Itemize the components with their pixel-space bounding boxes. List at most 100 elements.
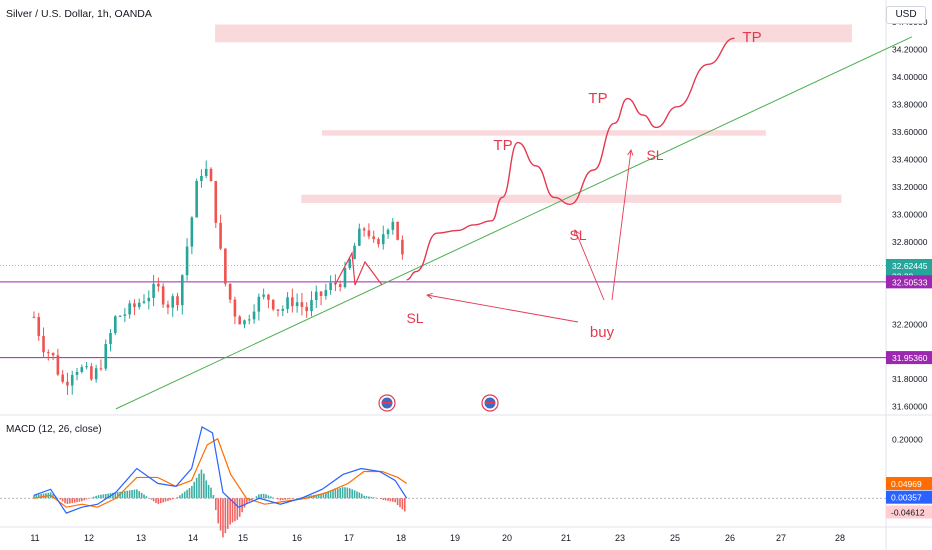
candle-body [300,302,304,307]
candle [142,294,146,305]
candle-body [401,239,404,255]
candle-body [51,353,55,356]
macd-bar [339,487,341,499]
candle [219,214,222,251]
candle [228,283,232,304]
macd-bar [248,498,251,502]
macd-bar [305,495,308,499]
candle-body [214,181,218,223]
macd-bar [107,493,109,499]
macd-bar [176,497,179,499]
candle [70,370,74,395]
macd-bar [401,498,404,510]
macd-bar [131,490,133,499]
macd-bar [33,495,35,499]
candle [56,348,60,377]
currency-button[interactable]: USD [886,6,926,24]
candle-body [358,228,361,246]
macd-bar [73,498,76,503]
candle-body [319,291,323,296]
macd-bar [368,496,370,499]
macd-bar [200,469,203,499]
macd-bar [238,498,241,517]
candle-body [233,299,237,317]
macd-bar [159,498,162,504]
macd-bar [102,494,105,499]
candle-body [353,245,356,260]
candle [114,315,117,336]
macd-bar [229,498,231,525]
candle-body [123,314,127,316]
macd-bar [188,487,191,499]
macd-bar [258,494,260,499]
candle-body [396,221,399,240]
candle-body [94,368,98,380]
macd-bar [267,495,270,499]
macd-bar [119,491,121,499]
us-flag-event-icon[interactable] [378,394,396,412]
candle [204,160,208,179]
candle [190,216,194,255]
macd-bar [169,498,172,501]
candle [281,305,285,316]
macd-bar [198,473,200,499]
candle [118,315,122,317]
candle-body [114,316,117,333]
candle-body [176,296,179,306]
candle [257,293,261,321]
macd-bar [78,498,81,502]
macd-bar [358,492,361,499]
macd-bar [286,498,289,500]
target-zone-1 [322,130,766,136]
candle-body [338,284,342,288]
price-tick-label: 33.40000 [892,155,928,165]
candle-body [85,366,88,368]
price-tick-label: 33.00000 [892,209,928,219]
macd-bar [100,494,102,499]
candle [109,329,112,352]
macd-bar [365,496,368,499]
macd-bar [124,491,126,499]
price-tick-label: 33.20000 [892,182,928,192]
macd-bar [375,497,377,499]
candle [224,248,227,287]
time-tick-label: 21 [561,533,571,543]
macd-bar [370,496,373,499]
candle [286,292,289,314]
macd-bar [179,495,181,499]
candle-body [286,297,289,309]
time-tick-label: 12 [84,533,94,543]
candle-body [90,366,93,380]
time-tick-label: 11 [30,533,39,543]
time-tick-label: 15 [238,533,248,543]
buy-arrow-0 [427,295,579,323]
macd-bar [351,489,353,499]
price-badge: 31.95360 [886,351,932,365]
macd-bar [64,498,66,504]
candle [66,372,69,395]
price-badge-label: 32.50533 [892,277,928,287]
macd-bar [61,498,64,502]
price-tick-label: 34.20000 [892,45,928,55]
candle-body [104,344,108,369]
candle-body [99,368,103,370]
annotation-tp: TP [588,90,607,107]
macd-bar [162,498,164,503]
target-zone-2 [301,194,842,203]
time-tick-label: 23 [615,533,625,543]
candle [214,180,218,228]
candle [37,312,41,341]
candle [314,285,318,308]
candle-body [262,294,265,297]
price-tick-label: 32.80000 [892,237,928,247]
candle [123,307,127,323]
macd-bar [114,492,117,499]
macd-bar [320,493,322,499]
time-tick-label: 25 [670,533,680,543]
macd-bar [116,492,119,499]
us-flag-event-icon[interactable] [481,394,499,412]
trendline [115,36,913,410]
macd-badge-label: -0.04612 [891,507,925,517]
candle [267,293,270,309]
